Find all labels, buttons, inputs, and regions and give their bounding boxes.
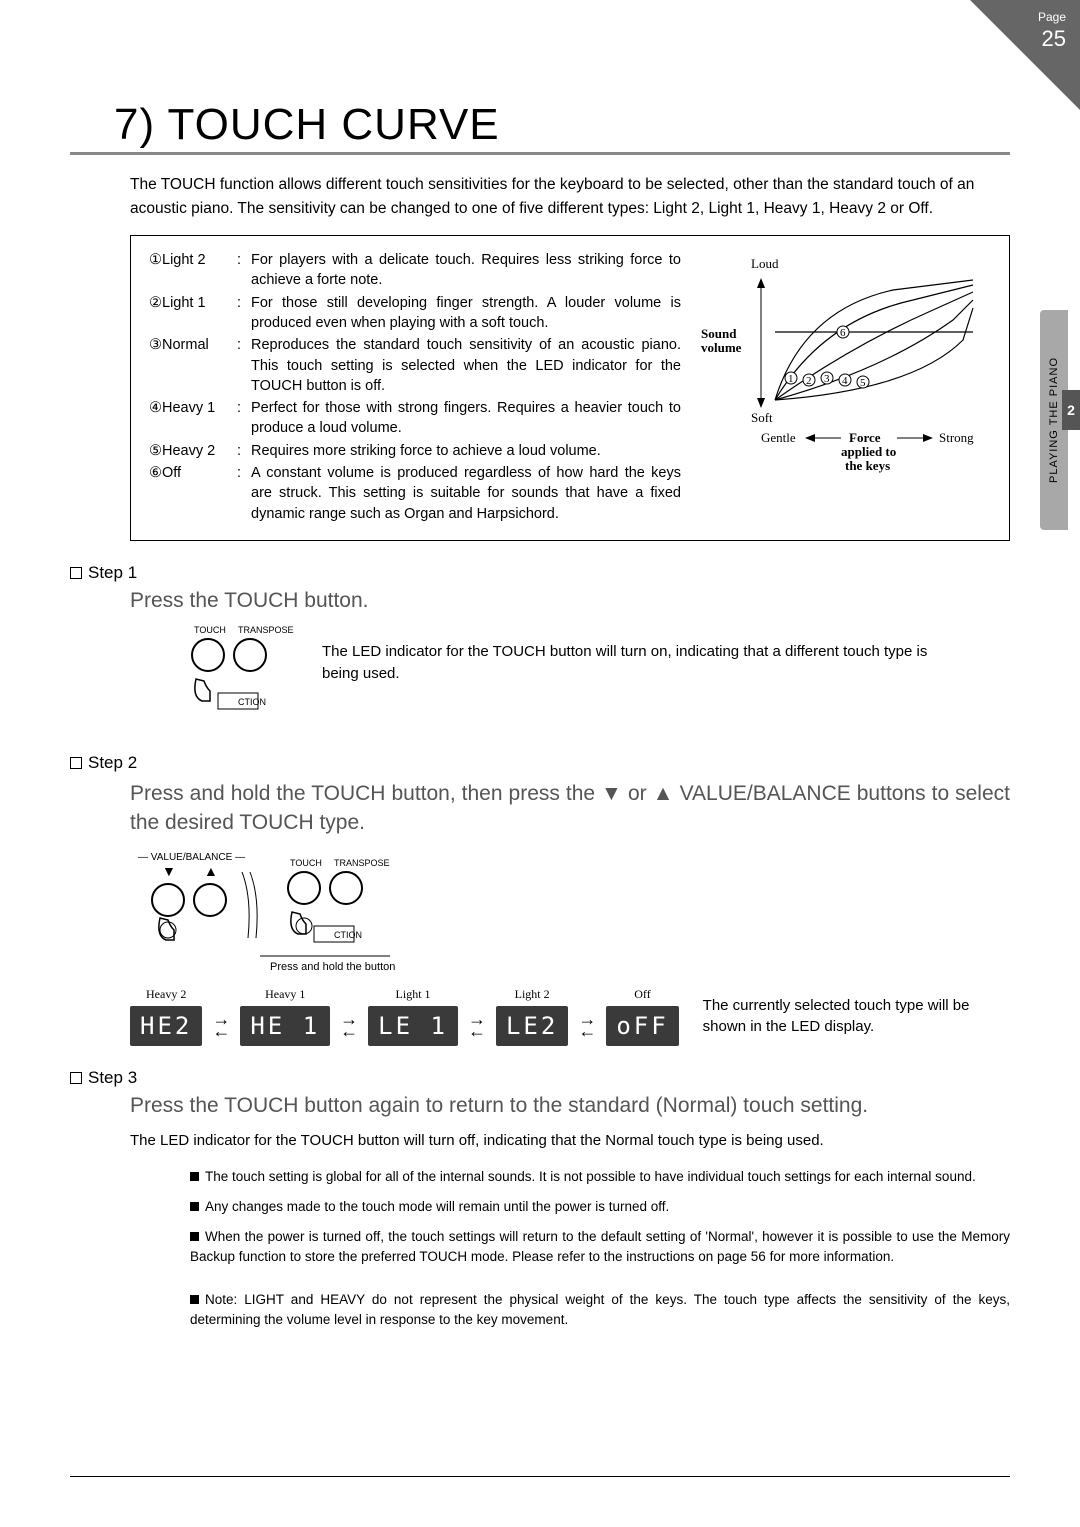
bidir-arrow-icon: →← bbox=[468, 1013, 486, 1038]
svg-text:3: 3 bbox=[824, 373, 830, 385]
page-tab-label: Page bbox=[1038, 10, 1066, 24]
def-desc: For those still developing finger streng… bbox=[251, 293, 681, 334]
side-tab-text: PLAYING THE PIANO bbox=[1048, 357, 1060, 483]
lcd-label: Heavy 2 bbox=[146, 987, 186, 1002]
bullet-icon bbox=[190, 1295, 199, 1304]
def-name: ②Light 1 bbox=[149, 293, 237, 334]
lcd-display: LE2 bbox=[496, 1006, 568, 1046]
touch-button-diagram: TOUCH TRANSPOSE CTION bbox=[160, 621, 300, 731]
note-item: The touch setting is global for all of t… bbox=[190, 1167, 1010, 1187]
bullet-icon bbox=[190, 1172, 199, 1181]
svg-text:4: 4 bbox=[842, 375, 848, 387]
svg-text:Force: Force bbox=[849, 430, 881, 445]
svg-text:2: 2 bbox=[806, 375, 812, 387]
lcd-display: oFF bbox=[606, 1006, 678, 1046]
page-tab-number: 25 bbox=[1042, 26, 1066, 52]
note-item: Any changes made to the touch mode will … bbox=[190, 1197, 1010, 1217]
svg-text:5: 5 bbox=[860, 377, 866, 389]
notes-section: The touch setting is global for all of t… bbox=[190, 1167, 1010, 1331]
touch-curve-chart: Loud Soft Sound volume 1 2 3 4 5 bbox=[693, 250, 993, 526]
svg-text:Strong: Strong bbox=[939, 430, 974, 445]
lcd-item: Heavy 1 HE 1 bbox=[240, 987, 330, 1046]
svg-text:volume: volume bbox=[701, 340, 742, 355]
step1-body: Press the TOUCH button. bbox=[130, 589, 1010, 613]
bullet-icon bbox=[190, 1202, 199, 1211]
def-row: ③Normal:Reproduces the standard touch se… bbox=[149, 335, 681, 396]
step3-text: The LED indicator for the TOUCH button w… bbox=[130, 1132, 1010, 1149]
side-tab-num: 2 bbox=[1062, 390, 1080, 430]
lcd-item: Off oFF bbox=[606, 987, 678, 1046]
lcd-display: HE2 bbox=[130, 1006, 202, 1046]
chart-soft: Soft bbox=[751, 410, 773, 425]
step2-body: Press and hold the TOUCH button, then pr… bbox=[130, 779, 1010, 838]
svg-text:applied to: applied to bbox=[841, 444, 896, 459]
step1-text: The LED indicator for the TOUCH button w… bbox=[322, 641, 942, 686]
svg-text:TOUCH: TOUCH bbox=[290, 858, 322, 868]
def-desc: A constant volume is produced regardless… bbox=[251, 463, 681, 524]
chart-loud: Loud bbox=[751, 256, 779, 271]
def-name: ⑥Off bbox=[149, 463, 237, 524]
lcd-label: Off bbox=[634, 987, 650, 1002]
svg-text:TRANSPOSE: TRANSPOSE bbox=[238, 625, 294, 635]
page-tab: Page 25 bbox=[970, 0, 1080, 110]
def-row: ④Heavy 1:Perfect for those with strong f… bbox=[149, 398, 681, 439]
lcd-item: Light 2 LE2 bbox=[496, 987, 568, 1046]
bidir-arrow-icon: →← bbox=[212, 1013, 230, 1038]
step3-head: Step 3 bbox=[70, 1068, 1010, 1088]
step2-diagram: — VALUE/BALANCE — ▼ ▲ TOUCH TRANSPOSE CT… bbox=[130, 848, 470, 978]
lcd-row: Heavy 2 HE2 →← Heavy 1 HE 1 →← Light 1 LE 1 →← Li… bbox=[130, 987, 1010, 1046]
note-item: When the power is turned off, the touch … bbox=[190, 1227, 1010, 1268]
def-desc: Requires more striking force to achieve … bbox=[251, 441, 681, 461]
bullet-icon bbox=[190, 1232, 199, 1241]
def-row: ②Light 1:For those still developing fing… bbox=[149, 293, 681, 334]
lcd-label: Heavy 1 bbox=[265, 987, 305, 1002]
lcd-display: LE 1 bbox=[368, 1006, 458, 1046]
lcd-label: Light 2 bbox=[515, 987, 550, 1002]
svg-text:CTION: CTION bbox=[334, 930, 362, 940]
section-title: 7) TOUCH CURVE bbox=[70, 100, 1010, 155]
def-row: ①Light 2:For players with a delicate tou… bbox=[149, 250, 681, 291]
def-row: ⑥Off:A constant volume is produced regar… bbox=[149, 463, 681, 524]
def-name: ④Heavy 1 bbox=[149, 398, 237, 439]
def-desc: Perfect for those with strong fingers. R… bbox=[251, 398, 681, 439]
svg-text:Gentle: Gentle bbox=[761, 430, 796, 445]
def-name: ③Normal bbox=[149, 335, 237, 396]
svg-text:▲: ▲ bbox=[204, 863, 218, 879]
def-desc: Reproduces the standard touch sensitivit… bbox=[251, 335, 681, 396]
note-item: Note: LIGHT and HEAVY do not represent t… bbox=[190, 1290, 1010, 1331]
lcd-label: Light 1 bbox=[396, 987, 431, 1002]
def-name: ⑤Heavy 2 bbox=[149, 441, 237, 461]
svg-text:1: 1 bbox=[788, 373, 794, 385]
bidir-arrow-icon: →← bbox=[578, 1013, 596, 1038]
svg-text:TOUCH: TOUCH bbox=[194, 625, 226, 635]
step2-head: Step 2 bbox=[70, 753, 1010, 773]
lcd-desc: The currently selected touch type will b… bbox=[703, 995, 1003, 1037]
side-tab: PLAYING THE PIANO 2 bbox=[1040, 310, 1080, 530]
svg-text:Press and hold the button: Press and hold the button bbox=[270, 961, 395, 973]
svg-text:TRANSPOSE: TRANSPOSE bbox=[334, 858, 390, 868]
svg-text:▼: ▼ bbox=[162, 863, 176, 879]
svg-text:CTION: CTION bbox=[238, 697, 266, 707]
bidir-arrow-icon: →← bbox=[340, 1013, 358, 1038]
def-name: ①Light 2 bbox=[149, 250, 237, 291]
definitions-box: ①Light 2:For players with a delicate tou… bbox=[130, 235, 1010, 541]
step3-body: Press the TOUCH button again to return t… bbox=[130, 1094, 1010, 1118]
svg-text:6: 6 bbox=[840, 327, 846, 339]
lcd-item: Light 1 LE 1 bbox=[368, 987, 458, 1046]
svg-text:the keys: the keys bbox=[845, 458, 890, 473]
step1-head: Step 1 bbox=[70, 563, 1010, 583]
svg-text:Sound: Sound bbox=[701, 326, 737, 341]
lcd-item: Heavy 2 HE2 bbox=[130, 987, 202, 1046]
def-desc: For players with a delicate touch. Requi… bbox=[251, 250, 681, 291]
svg-text:— VALUE/BALANCE —: — VALUE/BALANCE — bbox=[138, 852, 245, 863]
lcd-display: HE 1 bbox=[240, 1006, 330, 1046]
intro-text: The TOUCH function allows different touc… bbox=[130, 173, 1010, 221]
def-row: ⑤Heavy 2:Requires more striking force to… bbox=[149, 441, 681, 461]
footer-rule bbox=[70, 1476, 1010, 1477]
